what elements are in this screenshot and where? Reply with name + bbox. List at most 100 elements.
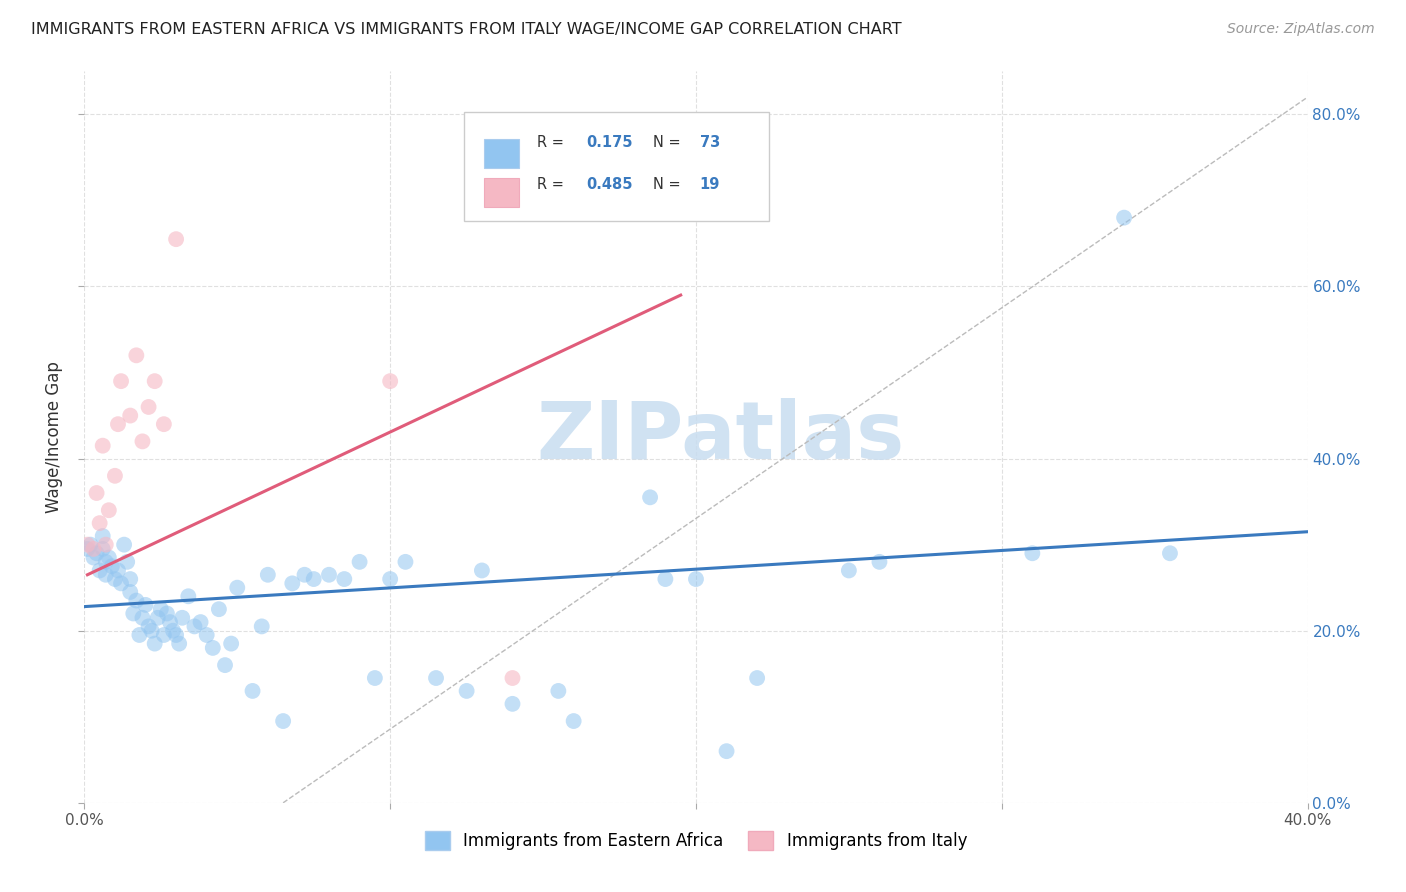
Text: 0.175: 0.175 bbox=[586, 135, 633, 150]
Point bbox=[120, 585, 142, 599]
Y-axis label: Wage/Income Gap: Wage/Income Gap bbox=[45, 361, 63, 513]
Point bbox=[149, 602, 172, 616]
Point bbox=[165, 628, 187, 642]
Point bbox=[125, 348, 148, 362]
Text: 0.485: 0.485 bbox=[586, 178, 633, 193]
Point bbox=[120, 409, 142, 423]
Point bbox=[172, 611, 194, 625]
Point bbox=[547, 684, 569, 698]
Point bbox=[76, 538, 98, 552]
Point bbox=[86, 546, 108, 560]
Point bbox=[120, 572, 142, 586]
Point bbox=[1021, 546, 1043, 560]
Point bbox=[638, 491, 661, 505]
Point bbox=[159, 615, 181, 629]
Point bbox=[364, 671, 387, 685]
Point bbox=[1114, 211, 1136, 225]
Point bbox=[219, 637, 242, 651]
Text: N =: N = bbox=[654, 178, 685, 193]
Point bbox=[201, 640, 224, 655]
Text: Source: ZipAtlas.com: Source: ZipAtlas.com bbox=[1227, 22, 1375, 37]
Point bbox=[79, 538, 101, 552]
Point bbox=[271, 714, 294, 728]
Point bbox=[456, 684, 478, 698]
Point bbox=[89, 516, 111, 530]
Point bbox=[83, 541, 105, 556]
Point bbox=[380, 374, 402, 388]
Point bbox=[190, 615, 212, 629]
Point bbox=[89, 564, 111, 578]
Point bbox=[128, 628, 150, 642]
Point bbox=[153, 417, 176, 432]
Text: R =: R = bbox=[537, 178, 568, 193]
Point bbox=[214, 658, 236, 673]
Point bbox=[349, 555, 371, 569]
Text: ZIPatlas: ZIPatlas bbox=[536, 398, 904, 476]
Point bbox=[167, 637, 190, 651]
FancyBboxPatch shape bbox=[484, 178, 519, 207]
Point bbox=[110, 576, 132, 591]
Point bbox=[502, 697, 524, 711]
Point bbox=[97, 550, 120, 565]
Point bbox=[747, 671, 769, 685]
Text: IMMIGRANTS FROM EASTERN AFRICA VS IMMIGRANTS FROM ITALY WAGE/INCOME GAP CORRELAT: IMMIGRANTS FROM EASTERN AFRICA VS IMMIGR… bbox=[31, 22, 901, 37]
Point bbox=[125, 593, 148, 607]
Point bbox=[131, 434, 153, 449]
Point bbox=[143, 637, 166, 651]
Point bbox=[115, 555, 138, 569]
Point bbox=[156, 607, 179, 621]
Point bbox=[97, 503, 120, 517]
Point bbox=[242, 684, 264, 698]
Point bbox=[716, 744, 738, 758]
Point bbox=[94, 567, 117, 582]
Text: R =: R = bbox=[537, 135, 568, 150]
Point bbox=[394, 555, 416, 569]
Point bbox=[318, 567, 340, 582]
Point bbox=[380, 572, 402, 586]
Point bbox=[250, 619, 273, 633]
Point bbox=[654, 572, 676, 586]
Point bbox=[94, 538, 117, 552]
Text: 19: 19 bbox=[700, 178, 720, 193]
Point bbox=[162, 624, 184, 638]
Point bbox=[294, 567, 316, 582]
Point bbox=[146, 611, 169, 625]
Point bbox=[112, 538, 135, 552]
Point bbox=[302, 572, 325, 586]
FancyBboxPatch shape bbox=[484, 139, 519, 168]
Point bbox=[177, 589, 200, 603]
Point bbox=[1159, 546, 1181, 560]
Point bbox=[685, 572, 707, 586]
Point bbox=[138, 400, 160, 414]
Point bbox=[226, 581, 249, 595]
Point bbox=[135, 598, 157, 612]
Point bbox=[562, 714, 585, 728]
Point bbox=[107, 564, 129, 578]
Text: N =: N = bbox=[654, 135, 685, 150]
Point bbox=[138, 619, 160, 633]
Point bbox=[281, 576, 304, 591]
Text: 73: 73 bbox=[700, 135, 720, 150]
Point bbox=[257, 567, 280, 582]
Point bbox=[101, 559, 124, 574]
Point bbox=[141, 624, 163, 638]
Point bbox=[183, 619, 205, 633]
Point bbox=[471, 564, 494, 578]
Point bbox=[91, 541, 114, 556]
Point bbox=[104, 468, 127, 483]
Point bbox=[425, 671, 447, 685]
Point bbox=[131, 611, 153, 625]
Point bbox=[86, 486, 108, 500]
Point bbox=[83, 550, 105, 565]
Point bbox=[502, 671, 524, 685]
Point bbox=[869, 555, 891, 569]
Legend: Immigrants from Eastern Africa, Immigrants from Italy: Immigrants from Eastern Africa, Immigran… bbox=[418, 824, 974, 856]
Point bbox=[838, 564, 860, 578]
Point bbox=[165, 232, 187, 246]
Point bbox=[153, 628, 176, 642]
Point bbox=[76, 541, 98, 556]
Point bbox=[110, 374, 132, 388]
Point bbox=[94, 555, 117, 569]
FancyBboxPatch shape bbox=[464, 112, 769, 221]
Point bbox=[104, 572, 127, 586]
